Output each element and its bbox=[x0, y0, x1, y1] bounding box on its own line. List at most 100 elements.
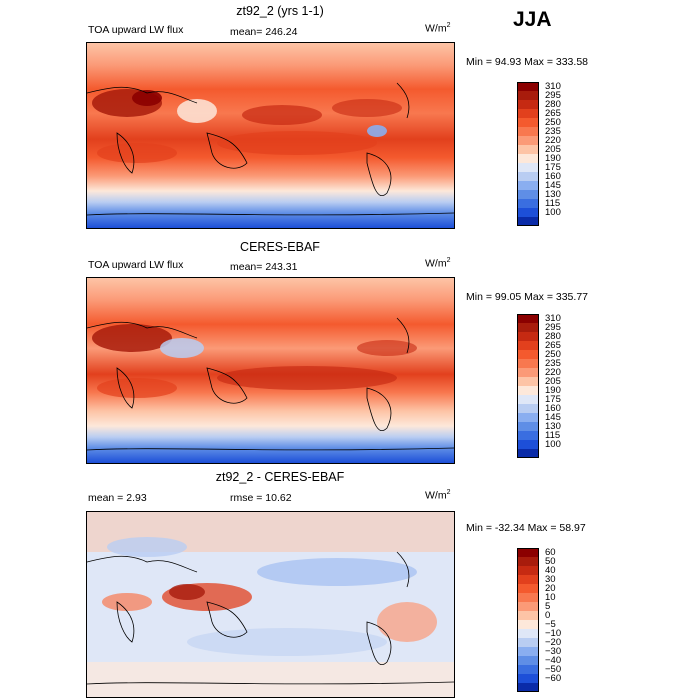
colorbar-cell bbox=[517, 217, 539, 226]
colorbar-level-label: 265 bbox=[545, 340, 561, 351]
colorbar-cell bbox=[517, 647, 539, 656]
colorbar-cell bbox=[517, 181, 539, 190]
colorbar-cell bbox=[517, 611, 539, 620]
colorbar-level-label: −5 bbox=[545, 619, 556, 630]
colorbar-level-label: 280 bbox=[545, 331, 561, 342]
colorbar-cell bbox=[517, 359, 539, 368]
colorbar-cell bbox=[517, 593, 539, 602]
diff-mean: mean = 2.93 bbox=[88, 492, 147, 504]
minmax-obs: Min = 99.05 Max = 335.77 bbox=[466, 291, 588, 303]
colorbar-cell bbox=[517, 208, 539, 217]
colorbar-cell bbox=[517, 674, 539, 683]
colorbar-level-label: 0 bbox=[545, 610, 551, 621]
panel-title-model: zt92_2 (yrs 1-1) bbox=[236, 4, 324, 18]
map-diff-svg bbox=[87, 512, 454, 697]
colorbar-level-label: 250 bbox=[545, 117, 561, 128]
colorbar-cell bbox=[517, 368, 539, 377]
colorbar-level-label: 250 bbox=[545, 349, 561, 360]
colorbar-level-label: 220 bbox=[545, 135, 561, 146]
colorbar-level-label: 40 bbox=[545, 565, 556, 576]
colorbar-cell bbox=[517, 566, 539, 575]
minmax-model: Min = 94.93 Max = 333.58 bbox=[466, 56, 588, 68]
colorbar-cell bbox=[517, 118, 539, 127]
colorbar-cell bbox=[517, 100, 539, 109]
panel-title-diff: zt92_2 - CERES-EBAF bbox=[215, 470, 345, 484]
colorbar-level-label: 115 bbox=[545, 430, 561, 441]
colorbar-cell bbox=[517, 440, 539, 449]
colorbar-level-label: 130 bbox=[545, 189, 561, 200]
map-model bbox=[86, 42, 455, 229]
colorbar-level-label: 145 bbox=[545, 412, 561, 423]
diff-rmse: rmse = 10.62 bbox=[230, 492, 292, 504]
colorbar-level-label: 310 bbox=[545, 81, 561, 92]
colorbar-cell bbox=[517, 602, 539, 611]
colorbar-level-label: 115 bbox=[545, 198, 561, 209]
colorbar-cell bbox=[517, 629, 539, 638]
colorbar-cell bbox=[517, 620, 539, 629]
colorbar-level-label: 235 bbox=[545, 358, 561, 369]
colorbar-cell bbox=[517, 127, 539, 136]
colorbar-level-label: 220 bbox=[545, 367, 561, 378]
colorbar-level-label: −60 bbox=[545, 673, 562, 684]
colorbar-level-label: 60 bbox=[545, 547, 556, 558]
colorbar-level-label: 310 bbox=[545, 313, 561, 324]
colorbar-cell bbox=[517, 584, 539, 593]
colorbar-cell bbox=[517, 190, 539, 199]
colorbar-cell bbox=[517, 413, 539, 422]
colorbar-cell bbox=[517, 449, 539, 458]
colorbar-cell bbox=[517, 575, 539, 584]
colorbar-cell bbox=[517, 683, 539, 692]
colorbar-level-label: 265 bbox=[545, 108, 561, 119]
field-label-model: TOA upward LW flux bbox=[88, 24, 184, 36]
colorbar-cell bbox=[517, 404, 539, 413]
panel-title-obs: CERES-EBAF bbox=[240, 240, 320, 254]
mean-obs: mean= 243.31 bbox=[230, 261, 298, 273]
colorbar-level-label: −50 bbox=[545, 664, 562, 675]
colorbar-diff: 60 50 40 30 20 10 5 0 −5 −10 −20 −30 −40 −50 −60 bbox=[517, 548, 577, 692]
colorbar-level-label: −30 bbox=[545, 646, 562, 657]
colorbar-level-label: 280 bbox=[545, 99, 561, 110]
colorbar-cell bbox=[517, 332, 539, 341]
map-obs bbox=[86, 277, 455, 464]
colorbar-cell bbox=[517, 109, 539, 118]
colorbar-level-label: 235 bbox=[545, 126, 561, 137]
colorbar-cell bbox=[517, 665, 539, 674]
colorbar-level-label: 190 bbox=[545, 385, 561, 396]
colorbar-cell bbox=[517, 377, 539, 386]
colorbar-level-label: −20 bbox=[545, 637, 562, 648]
colorbar-model: 310 295 280 265 250 235 220 205 190 175 160 145 130 1… bbox=[517, 82, 577, 226]
colorbar-cell bbox=[517, 199, 539, 208]
colorbar-level-label: 10 bbox=[545, 592, 556, 603]
colorbar-cell bbox=[517, 638, 539, 647]
colorbar-cell bbox=[517, 386, 539, 395]
colorbar-level-label: 100 bbox=[545, 207, 561, 218]
colorbar-cell bbox=[517, 314, 539, 323]
colorbar-level-label: 50 bbox=[545, 556, 556, 567]
colorbar-obs: 310 295 280 265 250 235 220 205 190 175 160 145 130 1… bbox=[517, 314, 577, 458]
colorbar-level-label: 205 bbox=[545, 144, 561, 155]
colorbar-cell bbox=[517, 395, 539, 404]
colorbar-cell bbox=[517, 557, 539, 566]
field-label-obs: TOA upward LW flux bbox=[88, 259, 184, 271]
colorbar-cell bbox=[517, 91, 539, 100]
colorbar-cell bbox=[517, 350, 539, 359]
colorbar-cell bbox=[517, 145, 539, 154]
mean-model: mean= 246.24 bbox=[230, 26, 298, 38]
colorbar-cell bbox=[517, 172, 539, 181]
colorbar-level-label: 20 bbox=[545, 583, 556, 594]
colorbar-level-label: 295 bbox=[545, 322, 561, 333]
colorbar-level-label: 295 bbox=[545, 90, 561, 101]
colorbar-cell bbox=[517, 548, 539, 557]
units-diff: W/m2 bbox=[425, 489, 451, 502]
map-diff bbox=[86, 511, 455, 698]
map-obs-svg bbox=[87, 278, 454, 463]
colorbar-level-label: −40 bbox=[545, 655, 562, 666]
colorbar-level-label: 5 bbox=[545, 601, 551, 612]
colorbar-level-label: 130 bbox=[545, 421, 561, 432]
colorbar-level-label: 160 bbox=[545, 171, 561, 182]
colorbar-level-label: 30 bbox=[545, 574, 556, 585]
colorbar-level-label: 175 bbox=[545, 162, 561, 173]
colorbar-level-label: 190 bbox=[545, 153, 561, 164]
colorbar-cell bbox=[517, 323, 539, 332]
colorbar-cell bbox=[517, 163, 539, 172]
